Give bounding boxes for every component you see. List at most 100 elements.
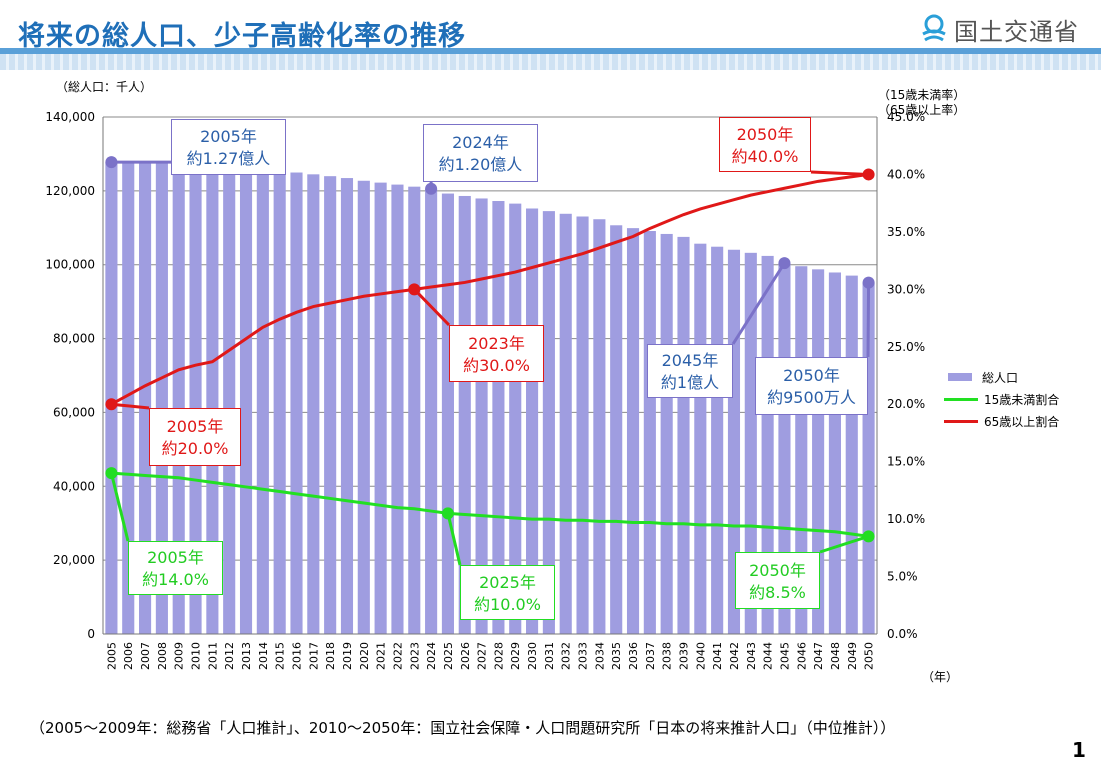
callout-marker: [862, 168, 875, 181]
population-bar: [441, 193, 454, 635]
x-tick-label: 2019: [341, 642, 354, 670]
population-bar: [223, 166, 236, 634]
x-tick-label: 2043: [745, 642, 758, 670]
x-tick-label: 2006: [122, 642, 135, 670]
callout-leader: [109, 472, 130, 542]
callout-marker: [778, 257, 791, 270]
x-tick-label: 2028: [492, 642, 505, 670]
population-bar: [828, 272, 841, 634]
callout-line2: 約1.27億人: [186, 149, 271, 168]
callout-line2: 約20.0%: [161, 439, 229, 458]
left-tick-label: 20,000: [53, 553, 95, 567]
right-tick-label: 25.0%: [887, 340, 925, 354]
org-name: 国土交通省: [954, 17, 1079, 46]
x-tick-label: 2011: [206, 642, 219, 670]
x-tick-label: 2045: [778, 642, 791, 670]
callout-leader: [731, 262, 786, 345]
population-bar: [408, 186, 421, 635]
callout-line2: 約14.0%: [142, 570, 209, 589]
right-axis-label-1: （15歳未満率）: [878, 88, 966, 102]
population-bar: [711, 246, 724, 634]
x-tick-label: 2023: [408, 642, 421, 670]
callout-line2: 約8.5%: [749, 582, 806, 602]
left-tick-label: 140,000: [45, 110, 95, 124]
callout-line2: 約30.0%: [463, 355, 530, 375]
x-tick-label: 2038: [661, 642, 674, 670]
population-bar: [105, 162, 118, 635]
population-chart: 0 20,000 40,000 60,000 80,000 100,000 120,000 1…: [45, 110, 925, 670]
over65-line: [110, 172, 869, 406]
x-tick-label: 2047: [812, 642, 825, 670]
population-bar: [610, 225, 623, 634]
x-tick-label: 2048: [829, 642, 842, 670]
population-bar: [324, 176, 337, 634]
right-tick-label: 20.0%: [887, 397, 925, 411]
mlit-logo-icon: [922, 14, 946, 42]
x-unit-label: （年）: [922, 670, 959, 684]
callout-line2: 約10.0%: [474, 594, 541, 614]
right-tick-label: 35.0%: [887, 225, 925, 239]
x-tick-label: 2016: [291, 642, 304, 670]
x-tick-label: 2046: [795, 642, 808, 670]
population-bar: [576, 216, 589, 634]
callout-green: 2050年 約8.5%: [735, 552, 820, 609]
right-tick-label: 0.0%: [887, 627, 918, 641]
x-tick-label: 2031: [543, 642, 556, 670]
population-bar: [845, 275, 858, 634]
population-bar: [256, 169, 269, 634]
x-tick-label: 2037: [644, 642, 657, 670]
x-tick-label: 2035: [610, 642, 623, 670]
source-note: （2005～2009年：総務省「人口推計」、2010～2050年：国立社会保障・…: [30, 719, 896, 737]
population-bar: [509, 203, 522, 634]
callout-line2: 約1億人: [660, 373, 720, 392]
org-logo: 国土交通省: [920, 12, 1079, 46]
population-bar: [189, 164, 202, 635]
callout-red: 2050年 約40.0%: [719, 117, 811, 172]
left-tick-label: 80,000: [53, 332, 95, 346]
right-tick-label: 5.0%: [887, 570, 918, 584]
population-bar: [340, 178, 354, 635]
callout-marker: [441, 507, 454, 520]
callout-blue: 2045年約1億人: [647, 344, 733, 398]
x-tick-label: 2015: [274, 642, 287, 670]
x-tick-label: 2024: [425, 642, 438, 670]
callout-line2: 約40.0%: [731, 146, 799, 166]
x-tick-label: 2007: [139, 642, 152, 670]
callout-blue: 2024年 約1.20億人: [423, 124, 538, 182]
callout-line2: 約9500万人: [767, 388, 856, 407]
population-bar: [593, 219, 606, 634]
x-tick-label: 2027: [476, 642, 489, 670]
x-tick-label: 2017: [307, 642, 320, 670]
population-bar: [122, 162, 135, 634]
x-tick-label: 2050: [863, 642, 876, 670]
callout-leader: [446, 513, 462, 566]
x-tick-label: 2039: [678, 642, 691, 670]
x-tick-label: 2014: [257, 642, 270, 670]
population-bar: [290, 172, 303, 634]
population-bar: [239, 168, 253, 634]
callout-line1: 2005年: [147, 548, 204, 567]
x-tick-label: 2034: [593, 642, 606, 670]
callout-blue: 2050年 約9500万人: [755, 357, 868, 415]
right-tick-label: 40.0%: [887, 167, 925, 181]
population-bar: [526, 208, 539, 634]
callout-red: 2005年 約20.0%: [149, 408, 241, 466]
page-title: 将来の総人口、少子高齢化率の推移: [18, 21, 466, 52]
callout-line1: 2023年: [468, 333, 525, 353]
x-tick-label: 2025: [442, 642, 455, 670]
right-tick-label: 30.0%: [887, 282, 925, 296]
x-tick-label: 2021: [375, 642, 388, 670]
left-axis-label: （総人口：千人）: [56, 80, 153, 94]
population-bar: [273, 170, 286, 634]
callout-leader: [810, 170, 869, 176]
x-tick-label: 2026: [459, 642, 472, 670]
left-tick-label: 0: [87, 627, 95, 641]
x-tick-label: 2042: [728, 642, 741, 670]
callout-leader: [111, 402, 150, 410]
callout-line1: 2050年: [749, 560, 806, 580]
left-tick-label: 120,000: [45, 184, 95, 198]
callout-line1: 2050年: [736, 124, 794, 144]
callout-line1: 2045年: [661, 351, 719, 370]
callout-leader: [413, 288, 451, 327]
x-tick-label: 2020: [358, 642, 371, 670]
